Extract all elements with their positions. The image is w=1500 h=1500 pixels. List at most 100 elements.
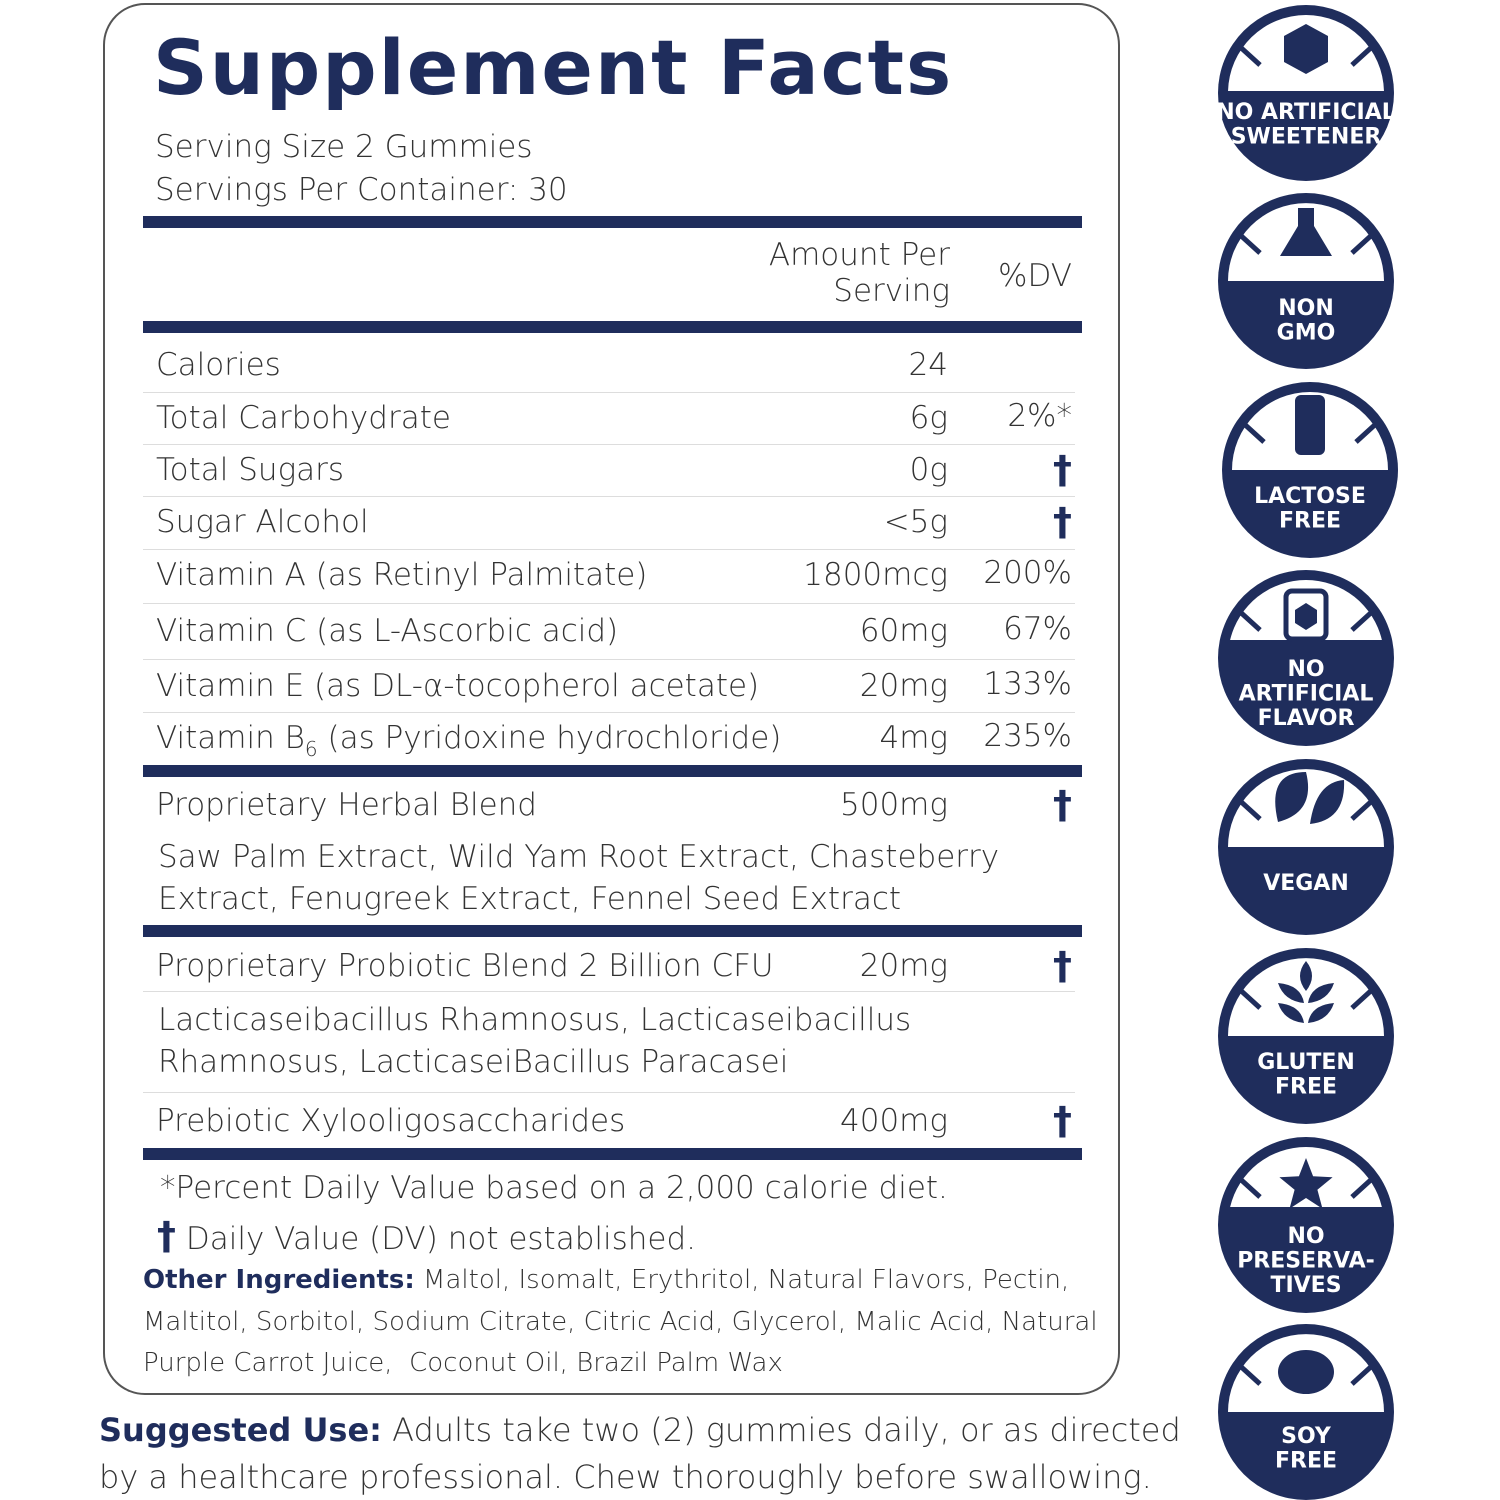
footnote-text: Daily Value (DV) not established. <box>176 1221 697 1257</box>
amount: 24 <box>908 347 948 383</box>
other-ingredients-text: Maltol, Isomalt, Erythritol, Natural Fla… <box>414 1265 1070 1295</box>
badge-text: NO ARTIFICIAL <box>1216 100 1396 125</box>
name: Calories <box>156 347 281 383</box>
rule <box>143 1148 1082 1160</box>
badge-text: GMO <box>1277 321 1336 346</box>
name: Vitamin E (as DL-α-tocopherol acetate) <box>156 668 760 704</box>
badge-text: PRESERVA- <box>1237 1249 1375 1274</box>
other-ingredients: Maltitol, Sorbitol, Sodium Citrate, Citr… <box>143 1306 1098 1338</box>
badge-slash <box>1350 797 1376 821</box>
serving-size: Serving Size 2 Gummies <box>155 129 533 165</box>
badge-slash <box>1236 1362 1262 1386</box>
blend-ingredients: Rhamnosus, LacticaseiBacillus Paracasei <box>158 1044 789 1080</box>
badge-slash <box>1354 420 1380 444</box>
name: Vitamin B <box>156 720 305 756</box>
other-ingredients: Other Ingredients: Maltol, Isomalt, Eryt… <box>143 1264 1069 1296</box>
suggested-use-text: by a healthcare professional. Chew thoro… <box>99 1458 1152 1496</box>
badge-icon <box>1278 1350 1334 1394</box>
blend-ingredients: Saw Palm Extract, Wild Yam Root Extract,… <box>158 839 1000 875</box>
percent-dv: † <box>1053 783 1072 827</box>
badge-text: NON <box>1278 296 1334 321</box>
rule <box>143 925 1082 937</box>
badge-text: NO <box>1287 657 1324 682</box>
separator <box>143 991 1075 992</box>
badge-slash <box>1350 986 1376 1010</box>
nutrient-name: Total Sugars <box>156 452 344 488</box>
amount: 6g <box>909 400 948 436</box>
badge-icon <box>1295 395 1325 455</box>
name: Sugar Alcohol <box>156 504 369 540</box>
dv-header: %DV <box>998 258 1072 294</box>
name-rest: (as Pyridoxine hydrochloride) <box>317 720 782 756</box>
percent-dv: 133% <box>983 666 1072 702</box>
other-ingredients-text: Maltitol, Sorbitol, Sodium Citrate, Citr… <box>143 1307 1098 1337</box>
nutrient-name: Vitamin C (as L-Ascorbic acid) <box>156 613 618 649</box>
percent-dv: 200% <box>983 555 1072 591</box>
name: Proprietary Herbal Blend <box>156 787 537 823</box>
badge-icon <box>1295 603 1317 630</box>
nutrient-name: Vitamin A (as Retinyl Palmitate) <box>156 557 647 593</box>
name: Vitamin A (as Retinyl Palmitate) <box>156 557 648 593</box>
amount: 4mg <box>879 720 948 756</box>
badge-text: LACTOSE <box>1254 484 1366 509</box>
badge-text: VEGAN <box>1263 871 1349 896</box>
suggested-use: by a healthcare professional. Chew thoro… <box>99 1457 1152 1497</box>
rule <box>143 765 1082 777</box>
rule <box>143 321 1082 333</box>
badge-slash <box>1350 1175 1376 1199</box>
separator <box>143 444 1075 445</box>
badge-text: SWEETENER <box>1231 125 1382 150</box>
amount: 1800mcg <box>803 557 948 593</box>
badge-text: FREE <box>1279 509 1341 534</box>
badge-slash <box>1236 608 1262 632</box>
other-ingredients: Purple Carrot Juice, Coconut Oil, Brazil… <box>143 1347 783 1379</box>
badge-cap <box>1228 958 1384 1036</box>
subscript: 6 <box>304 737 318 761</box>
badge-icon <box>1284 24 1328 74</box>
amount: 20mg <box>859 668 948 704</box>
badge-text: GLUTEN <box>1257 1050 1355 1075</box>
badge-slash <box>1236 1175 1262 1199</box>
nutrient-name: Calories <box>156 347 281 383</box>
nutrient-name: Vitamin B6 (as Pyridoxine hydrochloride) <box>156 720 781 767</box>
name: Vitamin C (as L-Ascorbic acid) <box>156 613 619 649</box>
badge-slash <box>1236 231 1262 255</box>
separator <box>143 548 1075 550</box>
separator <box>143 603 1075 604</box>
badge-slash <box>1350 608 1376 632</box>
percent-dv: 2%* <box>1007 398 1072 434</box>
label-card <box>103 3 1120 1395</box>
badge-slash <box>1350 43 1376 67</box>
percent-dv: † <box>1053 944 1072 988</box>
nutrient-name: Vitamin E (as DL-α-tocopherol acetate) <box>156 668 759 704</box>
nutrient-name: Proprietary Probiotic Blend 2 Billion CF… <box>156 948 774 984</box>
amount: 400mg <box>840 1103 948 1139</box>
name: Proprietary Probiotic Blend 2 Billion CF… <box>156 948 774 984</box>
percent-dv: 67% <box>1003 611 1072 647</box>
suggested-use-text: Adults take two (2) gummies daily, or as… <box>381 1411 1181 1449</box>
badge-text: FREE <box>1275 1075 1337 1100</box>
badge-icon <box>1280 208 1332 256</box>
suggested-use-label: Suggested Use: <box>99 1411 382 1449</box>
footnote: † Daily Value (DV) not established. <box>157 1217 697 1257</box>
separator <box>143 658 1075 660</box>
amount: 60mg <box>859 613 948 649</box>
badge-slash <box>1240 420 1266 444</box>
nutrient-name: Proprietary Herbal Blend <box>156 787 537 823</box>
nutrient-name: Sugar Alcohol <box>156 504 369 540</box>
badge-cap <box>1228 769 1384 847</box>
servings-per-container: Servings Per Container: 30 <box>155 172 568 208</box>
badge-slash <box>1236 797 1262 821</box>
badge-slash <box>1236 986 1262 1010</box>
badge-slash <box>1236 43 1262 67</box>
other-ingredients-label: Other Ingredients: <box>143 1265 415 1295</box>
amount: 20mg <box>859 948 948 984</box>
badge-text: NO <box>1287 1224 1324 1249</box>
separator <box>143 1092 1075 1093</box>
badge-icon <box>1275 772 1345 824</box>
name: Total Carbohydrate <box>156 400 451 436</box>
badge-icon <box>1278 961 1334 1023</box>
percent-dv: 235% <box>983 718 1072 754</box>
